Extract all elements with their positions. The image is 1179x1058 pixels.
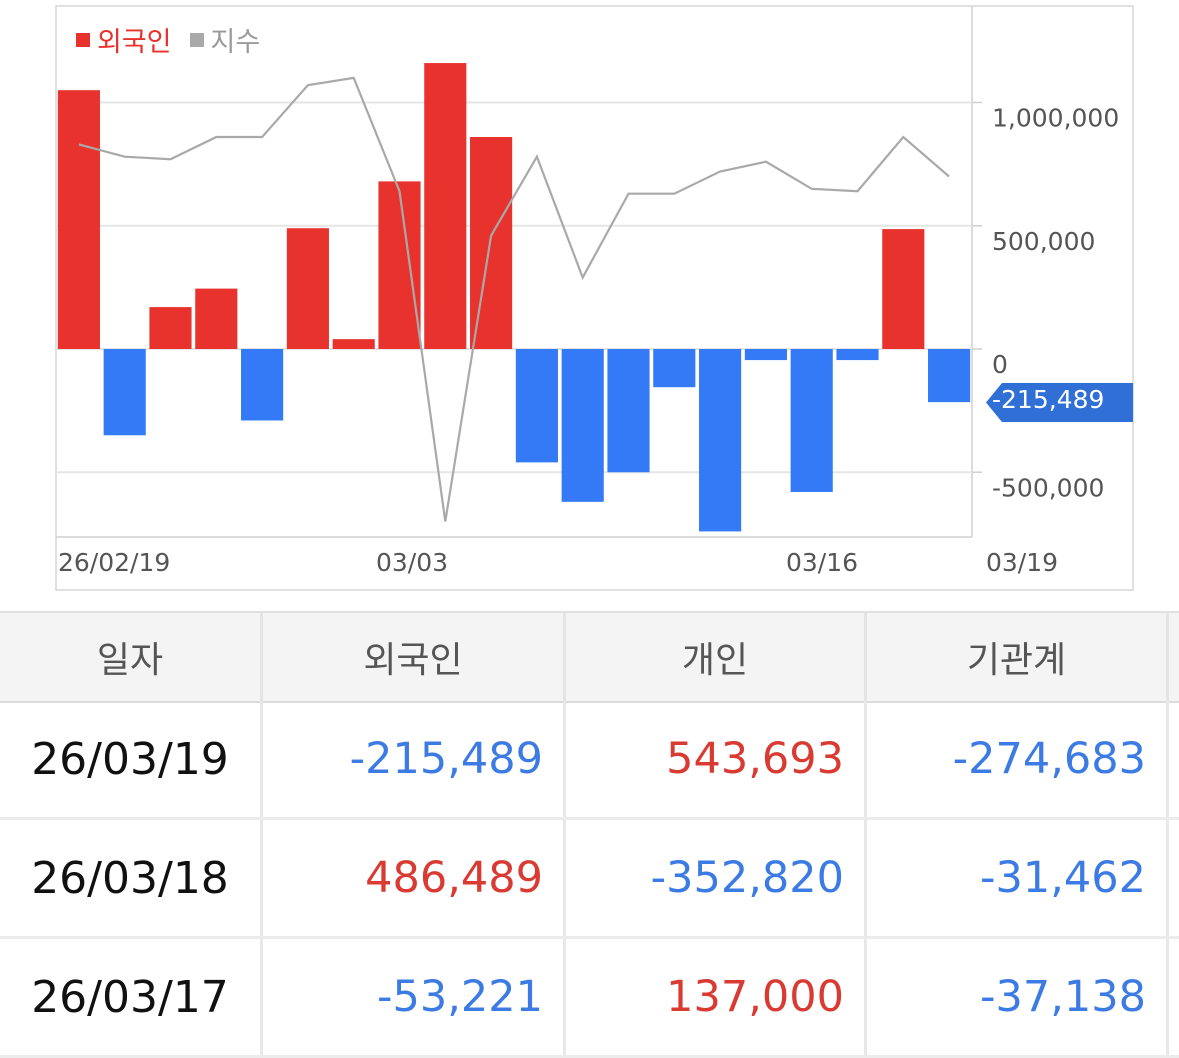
index-line: [78, 76, 950, 522]
x-tick-label: 03/03: [376, 548, 448, 577]
bar: [744, 349, 787, 361]
row-date: 26/03/17: [0, 939, 263, 1055]
row-individual: 137,000: [566, 939, 867, 1055]
row-individual: 543,693: [566, 701, 867, 817]
latest-value-callout: [986, 383, 1133, 422]
bar: [653, 349, 696, 388]
header-date[interactable]: 일자: [0, 613, 263, 701]
chart-frame: [55, 5, 1134, 591]
bar: [378, 181, 421, 349]
bar: [57, 90, 100, 350]
legend-index: 지수: [189, 20, 261, 59]
table-row[interactable]: 26/03/19 -215,489 543,693 -274,683: [0, 701, 1179, 820]
investor-chart: 1,000,000 500,000 0 -500,000 26/02/19 03/03 03…: [55, 5, 1134, 591]
y-tick-label: 1,000,000: [992, 104, 1119, 133]
bar: [836, 349, 879, 361]
bar: [928, 349, 971, 403]
investor-table: 일자 외국인 개인 기관계 26/03/19 -215,489 543,693 …: [0, 611, 1179, 1058]
header-individual[interactable]: 개인: [566, 613, 867, 701]
chart-svg: 1,000,000 500,000 0 -500,000 26/02/19 03/03 03…: [55, 5, 1134, 591]
row-overflow: [1169, 820, 1179, 936]
latest-value-label: -215,489: [992, 385, 1104, 414]
chart-legend: 외국인 지수: [76, 20, 278, 59]
bar: [515, 349, 558, 463]
row-date: 26/03/19: [0, 701, 263, 817]
legend-foreign-label: 외국인: [97, 27, 172, 58]
table-header-row: 일자 외국인 개인 기관계: [0, 611, 1179, 703]
y-tick-label: 0: [992, 350, 1008, 379]
x-tick-label: 26/02/19: [58, 548, 170, 577]
bar: [103, 349, 146, 436]
row-overflow: [1169, 939, 1179, 1055]
x-tick-label: 03/16: [786, 548, 858, 577]
legend-foreign-swatch: [76, 32, 90, 47]
bar: [424, 63, 467, 350]
bar: [699, 349, 742, 532]
header-institution[interactable]: 기관계: [867, 613, 1169, 701]
table-row[interactable]: 26/03/17 -53,221 137,000 -37,138: [0, 939, 1179, 1058]
bar: [790, 349, 833, 492]
bar: [882, 229, 925, 349]
row-institution: -37,138: [867, 939, 1169, 1055]
row-individual: -352,820: [566, 820, 867, 936]
header-foreign[interactable]: 외국인: [263, 613, 566, 701]
bar: [241, 349, 284, 421]
table-row[interactable]: 26/03/18 486,489 -352,820 -31,462: [0, 820, 1179, 939]
row-overflow: [1169, 701, 1179, 817]
bar: [332, 339, 375, 349]
y-tick-label: 500,000: [992, 227, 1095, 256]
row-institution: -31,462: [867, 820, 1169, 936]
x-tick-label: 03/19: [986, 548, 1058, 577]
row-foreign: 486,489: [263, 820, 566, 936]
legend-index-label: 지수: [210, 27, 261, 58]
header-overflow: [1169, 613, 1179, 701]
y-tick-label: -500,000: [992, 473, 1104, 502]
row-foreign: -53,221: [263, 939, 566, 1055]
bar: [195, 288, 238, 349]
bar: [607, 349, 650, 473]
bar: [286, 228, 329, 349]
row-institution: -274,683: [867, 701, 1169, 817]
row-foreign: -215,489: [263, 701, 566, 817]
bar: [149, 307, 192, 349]
row-date: 26/03/18: [0, 820, 263, 936]
legend-foreign: 외국인: [76, 20, 172, 59]
bar: [470, 137, 513, 349]
legend-index-swatch: [189, 32, 204, 47]
bar: [561, 349, 604, 502]
